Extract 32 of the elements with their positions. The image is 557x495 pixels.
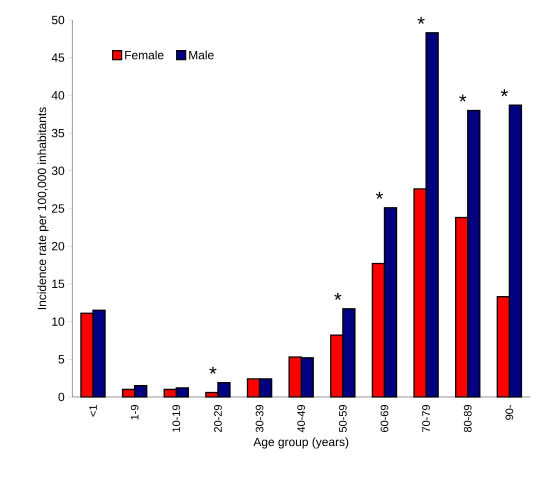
y-axis-title: Incidence rate per 100,000 inhabitants — [37, 107, 49, 310]
x-tick-label: 1-9 — [130, 405, 139, 420]
annotation: * — [500, 89, 508, 96]
x-tick-label: <1 — [89, 405, 97, 416]
x-tick-label: 80-89 — [464, 405, 472, 432]
x-tick-label: 70-79 — [422, 405, 430, 432]
y-tick-label: 35 — [52, 128, 64, 138]
x-tick-label: 20-29 — [214, 405, 222, 432]
annotation: * — [209, 366, 216, 374]
y-tick-label: 5 — [58, 355, 64, 364]
x-tick-label: 90- — [506, 405, 514, 420]
y-tick-label: 15 — [52, 280, 64, 288]
annotation: * — [418, 16, 425, 24]
y-tick-label: 50 — [52, 16, 64, 24]
annotation: * — [334, 292, 342, 300]
y-tick-label: 10 — [52, 317, 64, 326]
annotation: * — [459, 94, 466, 102]
y-tick-label: 25 — [52, 204, 64, 213]
y-tick-label: 30 — [52, 166, 64, 176]
y-tick-label: 40 — [52, 91, 64, 100]
x-axis-title: Age group (years) — [253, 437, 348, 449]
x-tick-label: 40-49 — [297, 405, 306, 432]
x-tick-label: 60-69 — [380, 405, 388, 432]
legend-label: Female — [125, 50, 164, 60]
x-tick-label: 50-59 — [338, 405, 347, 432]
x-tick-label: 10-19 — [172, 405, 180, 432]
x-tick-label: 30-39 — [256, 405, 264, 432]
y-tick-label: 45 — [52, 54, 64, 62]
y-tick-label: 0 — [58, 392, 64, 402]
y-tick-label: 20 — [52, 242, 64, 250]
annotation: * — [376, 192, 384, 199]
legend-label: Male — [189, 50, 214, 60]
